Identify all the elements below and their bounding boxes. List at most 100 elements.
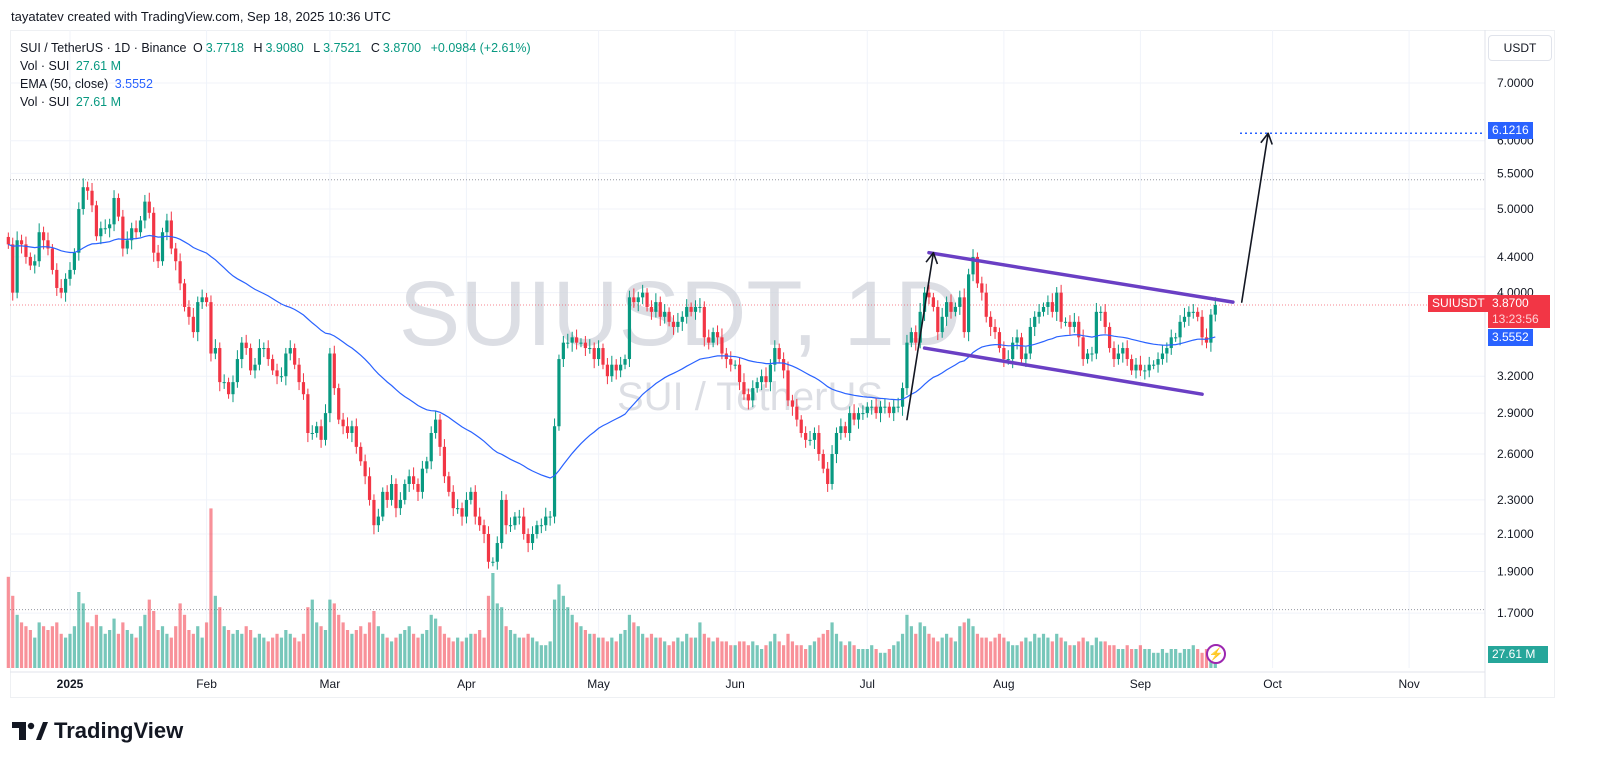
candle-body bbox=[328, 353, 332, 414]
candle bbox=[191, 307, 195, 338]
candle-body bbox=[557, 359, 561, 427]
candle bbox=[19, 234, 24, 254]
candle bbox=[121, 209, 125, 257]
volume-bar bbox=[1152, 652, 1156, 668]
candle-body bbox=[623, 359, 627, 365]
volume-bar bbox=[103, 633, 107, 668]
candle bbox=[953, 302, 958, 317]
candle-body bbox=[209, 302, 213, 354]
candle-body bbox=[257, 348, 262, 365]
candle bbox=[729, 351, 733, 372]
volume-bar bbox=[81, 603, 85, 668]
candle-body bbox=[821, 454, 825, 469]
volume-bar bbox=[887, 649, 891, 668]
candle-body bbox=[90, 190, 94, 206]
volume-bar bbox=[579, 626, 583, 668]
volume-bar bbox=[715, 637, 720, 668]
candle-body bbox=[152, 212, 156, 253]
candle bbox=[112, 190, 116, 232]
candle bbox=[33, 254, 37, 274]
volume-bar bbox=[46, 630, 50, 668]
candle bbox=[1187, 306, 1191, 326]
candle bbox=[1147, 356, 1151, 378]
candle-body bbox=[1200, 316, 1204, 338]
candle bbox=[323, 404, 328, 446]
candle-body bbox=[570, 337, 574, 343]
volume-bar bbox=[759, 649, 764, 668]
candle bbox=[420, 460, 424, 499]
volume-bar bbox=[1138, 645, 1143, 668]
target-arrow-head bbox=[1267, 132, 1273, 145]
drawings bbox=[906, 132, 1485, 421]
time-tick: Mar bbox=[320, 677, 341, 691]
volume-bar bbox=[790, 641, 795, 668]
candle bbox=[482, 519, 486, 544]
legend-volume-row: Vol · SUI 27.61 M bbox=[20, 59, 121, 73]
candle bbox=[262, 342, 266, 358]
volume-bar bbox=[1125, 645, 1129, 668]
volume-bar bbox=[108, 630, 112, 668]
volume-bar bbox=[561, 595, 565, 668]
volume-bar bbox=[473, 633, 477, 668]
candle bbox=[848, 406, 852, 441]
lightning-icon[interactable]: ⚡ bbox=[1206, 644, 1226, 664]
candles bbox=[6, 178, 1217, 570]
candle-body bbox=[834, 432, 839, 455]
volume-bar bbox=[1094, 637, 1098, 668]
price-tick: 2.9000 bbox=[1497, 406, 1534, 420]
symbol-title[interactable]: SUI / TetherUS · 1D · Binance bbox=[20, 41, 187, 55]
tradingview-logo[interactable]: TradingView bbox=[12, 718, 183, 744]
volume-bar bbox=[178, 603, 182, 668]
candle-body bbox=[398, 499, 402, 509]
currency-button[interactable]: USDT bbox=[1488, 35, 1552, 61]
candle bbox=[680, 311, 684, 331]
candle-body bbox=[1041, 306, 1046, 312]
candle bbox=[887, 402, 891, 418]
candle bbox=[834, 427, 839, 464]
volume-bar bbox=[597, 637, 601, 668]
volume-bar bbox=[856, 649, 861, 668]
candle bbox=[209, 295, 213, 362]
candle bbox=[363, 454, 367, 485]
candle bbox=[108, 218, 112, 238]
candle bbox=[1174, 332, 1178, 342]
candle bbox=[746, 388, 750, 410]
volume-bar bbox=[878, 652, 883, 668]
candle-body bbox=[231, 382, 235, 395]
target-arrow-head bbox=[1260, 132, 1269, 144]
candle bbox=[354, 418, 358, 454]
candle bbox=[1107, 322, 1112, 353]
volume-bar bbox=[676, 637, 680, 668]
candle bbox=[1028, 318, 1032, 360]
volume-bar bbox=[143, 614, 147, 668]
candle bbox=[293, 343, 297, 370]
volume-bar bbox=[319, 626, 323, 668]
candle bbox=[821, 449, 825, 474]
candle-body bbox=[610, 364, 614, 377]
volume-tag: 27.61 M bbox=[1488, 646, 1548, 663]
volume-bar bbox=[989, 641, 993, 668]
candle-body bbox=[1090, 353, 1094, 355]
volume-bar bbox=[645, 637, 649, 668]
candle bbox=[1138, 355, 1143, 377]
volume-bar bbox=[1107, 645, 1112, 668]
candle-body bbox=[1077, 321, 1081, 338]
candle bbox=[416, 478, 420, 501]
volume-bar bbox=[1063, 641, 1068, 668]
candle-body bbox=[1116, 353, 1120, 360]
candle-body bbox=[112, 197, 116, 225]
volume-bar bbox=[59, 633, 63, 668]
candle-body bbox=[720, 337, 724, 354]
volume-bar bbox=[411, 633, 416, 668]
volume-bar bbox=[623, 630, 627, 668]
candle-body bbox=[967, 274, 971, 333]
candle-body bbox=[984, 292, 988, 317]
candle-body bbox=[94, 205, 99, 237]
volume-bar bbox=[478, 630, 482, 668]
chart-frame bbox=[10, 30, 1555, 698]
candle-body bbox=[24, 244, 28, 257]
candle-body bbox=[332, 353, 336, 389]
volume-bar bbox=[570, 614, 574, 668]
